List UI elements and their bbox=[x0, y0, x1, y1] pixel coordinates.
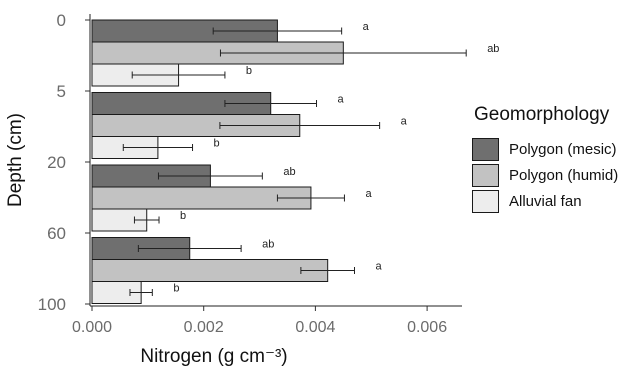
legend-title: Geomorphology bbox=[474, 104, 610, 125]
legend-item-alluvial-fan: Alluvial fan bbox=[472, 189, 618, 214]
legend-item-polygon-humid: Polygon (humid) bbox=[472, 163, 618, 188]
y-tick-label-60: 60 bbox=[47, 224, 66, 243]
significance-label-group1-series2: ab bbox=[487, 43, 499, 55]
legend-swatch-alluvial-fan bbox=[472, 190, 499, 213]
x-tick-label-0.006: 0.006 bbox=[407, 319, 447, 336]
y-tick-label-5: 5 bbox=[57, 82, 66, 101]
significance-label-group3-series2: a bbox=[365, 188, 372, 200]
significance-label-group4-series2: a bbox=[375, 261, 382, 273]
legend-label-polygon-humid: Polygon (humid) bbox=[509, 167, 619, 184]
legend-swatch-polygon-humid bbox=[472, 164, 499, 187]
significance-label-group2-series2: a bbox=[401, 116, 408, 128]
y-axis-title: Depth (cm) bbox=[5, 113, 26, 207]
x-tick-label-0.002: 0.002 bbox=[184, 319, 224, 336]
significance-label-group4-series1: ab bbox=[262, 239, 274, 251]
error-bars-layer bbox=[122, 27, 467, 296]
bars-layer bbox=[91, 19, 344, 304]
x-tick-labels: 0.000 0.002 0.004 0.006 bbox=[72, 306, 447, 336]
significance-label-group2-series1: a bbox=[338, 94, 345, 106]
legend: Geomorphology Polygon (mesic) Polygon (h… bbox=[472, 104, 618, 215]
significance-label-group3-series3: b bbox=[180, 210, 186, 222]
y-tick-label-20: 20 bbox=[47, 153, 66, 172]
significance-label-group1-series1: a bbox=[363, 21, 370, 33]
bar-group4-series2 bbox=[91, 259, 329, 282]
x-tick-label-0.000: 0.000 bbox=[72, 319, 112, 336]
legend-item-polygon-mesic: Polygon (mesic) bbox=[472, 137, 618, 162]
significance-label-group4-series3: b bbox=[173, 283, 179, 295]
legend-label-polygon-mesic: Polygon (mesic) bbox=[509, 141, 617, 158]
significance-label-group1-series3: b bbox=[246, 65, 252, 77]
y-tick-label-0: 0 bbox=[57, 11, 66, 30]
significance-label-group3-series1: ab bbox=[283, 166, 295, 178]
legend-swatch-polygon-mesic bbox=[472, 138, 499, 161]
significance-label-group2-series3: b bbox=[214, 138, 220, 150]
x-tick-label-0.004: 0.004 bbox=[295, 319, 335, 336]
y-tick-labels: 0 5 20 60 100 bbox=[38, 11, 90, 314]
x-axis-title: Nitrogen (g cm⁻³) bbox=[140, 346, 287, 367]
legend-label-alluvial-fan: Alluvial fan bbox=[509, 193, 582, 210]
y-tick-label-100: 100 bbox=[38, 295, 66, 314]
